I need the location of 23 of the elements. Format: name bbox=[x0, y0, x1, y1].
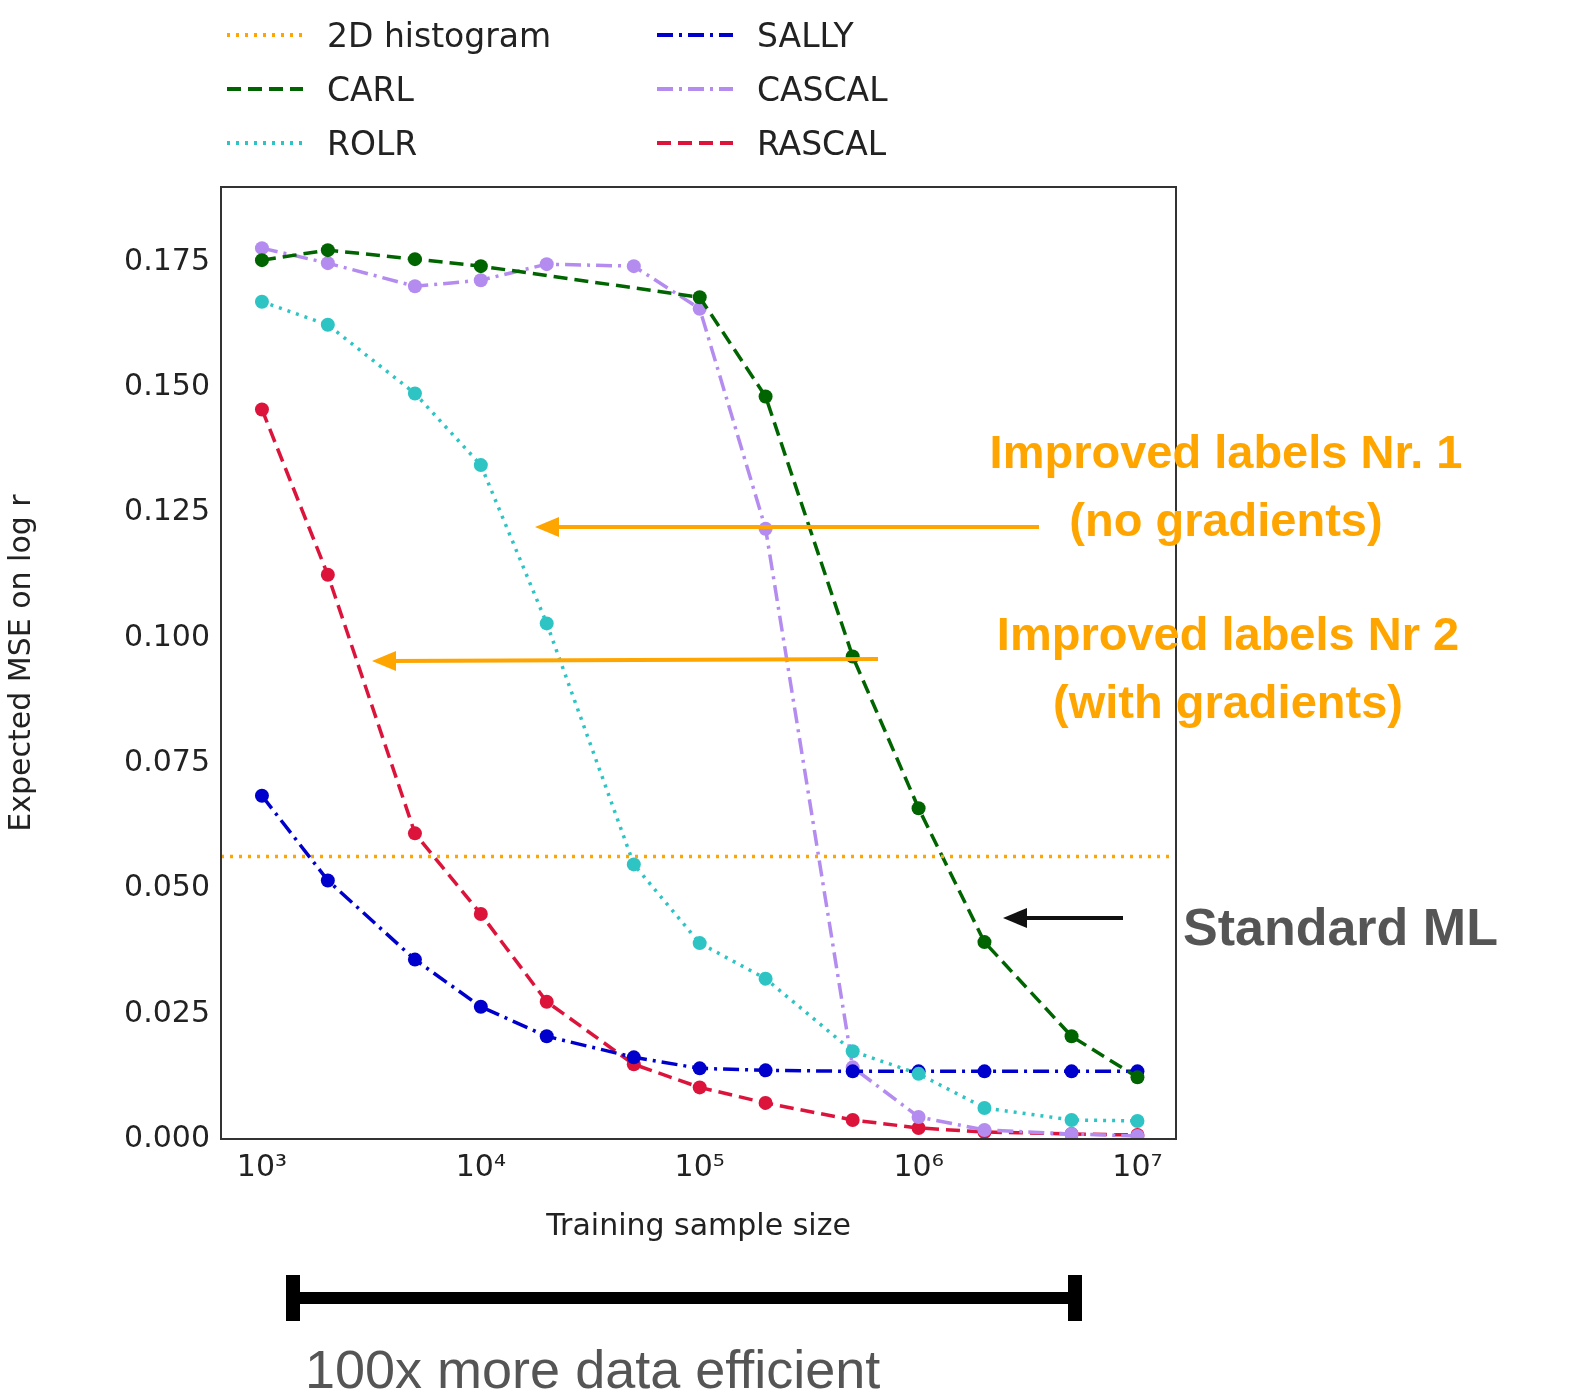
x-tick-label: 10⁵ bbox=[674, 1147, 725, 1183]
x-tick-label: 10³ bbox=[236, 1147, 288, 1183]
legend-label: ROLR bbox=[327, 123, 418, 163]
y-tick-label: 0.025 bbox=[124, 993, 210, 1029]
x-tick-label: 10⁴ bbox=[455, 1147, 506, 1183]
y-tick-label: 0.150 bbox=[124, 367, 210, 403]
y-tick-label: 0.050 bbox=[124, 868, 210, 904]
legend-label: CARL bbox=[327, 69, 414, 109]
y-tick-label: 0.100 bbox=[124, 617, 210, 653]
x-tick-label: 10⁶ bbox=[893, 1147, 944, 1183]
y-axis-title: Expected MSE on log r bbox=[1, 493, 37, 832]
y-tick-label: 0.125 bbox=[124, 492, 210, 528]
x-axis-title: Training sample size bbox=[545, 1206, 851, 1242]
legend-label: RASCAL bbox=[757, 123, 887, 163]
x-tick-label: 10⁷ bbox=[1112, 1147, 1163, 1183]
y-tick-label: 0.000 bbox=[124, 1118, 210, 1154]
text: 100x more data efficient bbox=[305, 1338, 881, 1398]
y-tick-label: 0.075 bbox=[124, 743, 210, 779]
legend-label: 2D histogram bbox=[327, 15, 552, 55]
legend-label: CASCAL bbox=[757, 69, 888, 109]
y-tick-label: 0.175 bbox=[124, 241, 210, 277]
text: Standard ML bbox=[1183, 897, 1498, 958]
legend-label: SALLY bbox=[757, 15, 854, 55]
